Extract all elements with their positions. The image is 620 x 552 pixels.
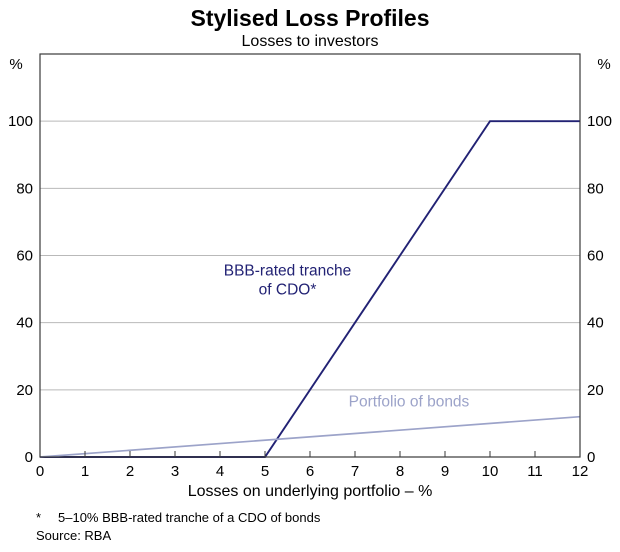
chart-subtitle: Losses to investors	[241, 33, 379, 51]
x-tick-label-7: 7	[351, 463, 359, 480]
loss-profiles-chart: BBB-rated tranche of CDO* Portfolio of bon…	[8, 53, 612, 480]
series-label-0-line-0: BBB-rated tranche	[224, 263, 352, 280]
y-tick-label-left-40: 40	[16, 315, 33, 332]
x-tick-label-6: 6	[306, 463, 314, 480]
x-tick-label-10: 10	[482, 463, 499, 480]
x-tick-label-4: 4	[216, 463, 224, 480]
y-tick-label-left-0: 0	[25, 449, 33, 466]
x-tick-label-3: 3	[171, 463, 179, 480]
series-label-1-line-0: Portfolio of bonds	[349, 394, 470, 411]
footnote-marker: *	[36, 510, 42, 526]
y-tick-label-right-20: 20	[587, 382, 604, 399]
footnote-text: 5–10% BBB-rated tranche of a CDO of bond…	[58, 510, 321, 526]
x-tick-label-2: 2	[126, 463, 134, 480]
y-tick-label-right-40: 40	[587, 315, 604, 332]
y-unit-right: %	[597, 56, 610, 73]
x-tick-label-9: 9	[441, 463, 449, 480]
x-tick-label-5: 5	[261, 463, 269, 480]
x-tick-label-0: 0	[36, 463, 44, 480]
y-unit-left: %	[9, 56, 22, 73]
footnote-line: * 5–10% BBB-rated tranche of a CDO of bo…	[36, 509, 620, 527]
x-tick-label-11: 11	[527, 463, 543, 480]
footnotes: * 5–10% BBB-rated tranche of a CDO of bo…	[0, 509, 620, 544]
y-tick-label-left-60: 60	[16, 248, 33, 265]
source-line: Source: RBA	[36, 527, 112, 543]
y-tick-label-right-80: 80	[587, 181, 604, 198]
x-tick-label-1: 1	[81, 463, 89, 480]
x-tick-label-12: 12	[572, 463, 589, 480]
y-tick-label-left-100: 100	[8, 114, 33, 131]
chart-title: Stylised Loss Profiles	[190, 5, 430, 31]
y-tick-label-right-0: 0	[587, 449, 595, 466]
series-label-0-line-1: of CDO*	[259, 282, 317, 299]
x-axis-title: Losses on underlying portfolio – %	[187, 483, 433, 501]
y-tick-label-right-60: 60	[587, 248, 604, 265]
y-tick-label-right-100: 100	[587, 114, 612, 131]
x-tick-label-8: 8	[396, 463, 404, 480]
y-tick-label-left-80: 80	[16, 181, 33, 198]
y-tick-label-left-20: 20	[16, 382, 33, 399]
series-line-1	[39, 416, 581, 459]
